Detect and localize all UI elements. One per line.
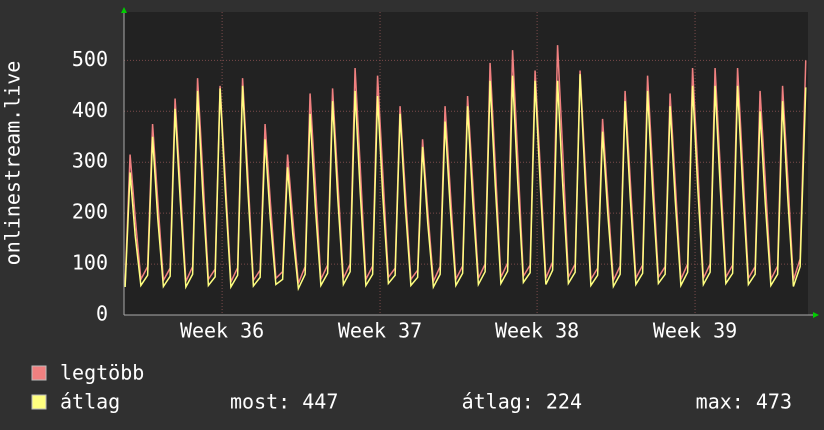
legend-label: átlag	[60, 390, 120, 414]
y-tick-label: 200	[72, 200, 108, 224]
y-tick-label: 300	[72, 149, 108, 173]
series-line	[124, 74, 807, 292]
y-tick-label: 500	[72, 47, 108, 71]
x-tick-label: Week 39	[653, 319, 737, 343]
y-tick-label: 400	[72, 98, 108, 122]
y-axis-label: onlinestream.live	[1, 61, 25, 266]
stat: most: 447	[230, 390, 338, 414]
axis-arrow	[813, 312, 819, 318]
legend-swatch	[31, 365, 47, 381]
y-tick-label: 0	[96, 302, 108, 326]
stat: max: 473	[696, 390, 792, 414]
x-tick-label: Week 37	[338, 319, 422, 343]
y-tick-label: 100	[72, 251, 108, 275]
x-tick-label: Week 36	[180, 319, 264, 343]
legend-label: legtöbb	[60, 361, 144, 385]
axis-arrow	[121, 7, 127, 13]
legend-swatch	[31, 394, 47, 410]
x-tick-label: Week 38	[495, 319, 579, 343]
stat: átlag: 224	[462, 390, 582, 414]
